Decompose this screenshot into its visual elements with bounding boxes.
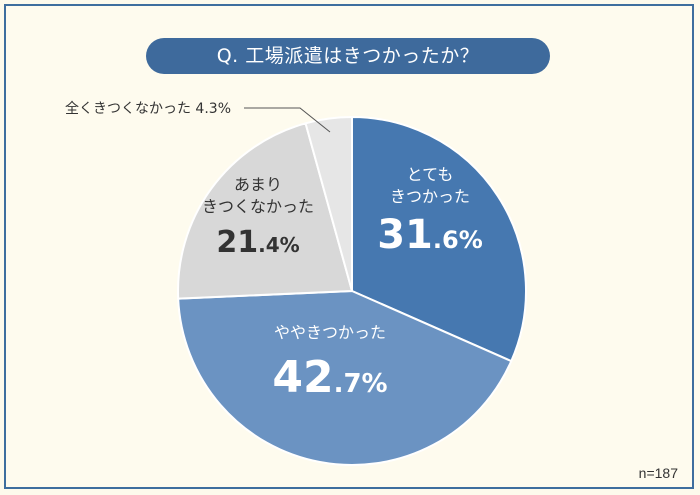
slice-label-0: とても (407, 165, 454, 184)
slice-value-1: 42.7% (272, 352, 387, 403)
slice-value-0: 31.6% (377, 212, 483, 258)
slice-label-2: あまり (234, 175, 282, 194)
chart-title: Q. 工場派遣はきつかったか？ (146, 38, 550, 74)
slice-label-1: ややきつかった (274, 323, 386, 342)
slice-label-3: 全くきつくなかった 4.3% (65, 100, 231, 117)
pie-slice-2 (177, 122, 354, 300)
pie-slice-0 (351, 115, 527, 363)
leader-line-3 (244, 107, 331, 133)
slice-label-2: きつくなかった (202, 197, 314, 216)
slice-label-0: きつかった (390, 187, 470, 206)
pie-slice-1 (177, 289, 513, 466)
slice-value-2: 21.4% (216, 225, 299, 260)
pie-slice-3 (304, 115, 353, 292)
sample-size-label: n=187 (638, 465, 678, 481)
